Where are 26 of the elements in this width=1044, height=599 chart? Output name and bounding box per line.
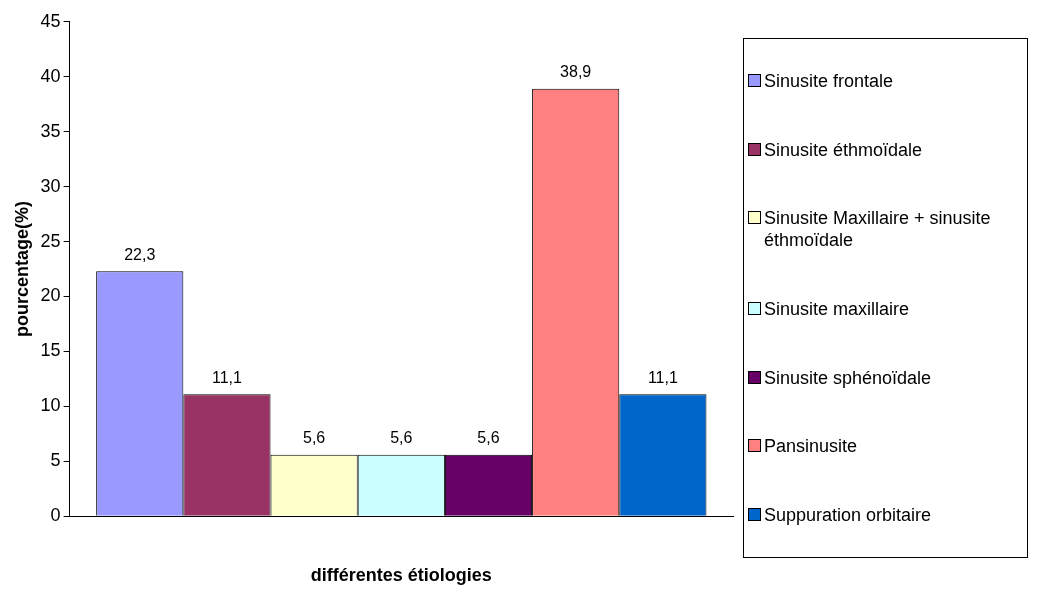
data-label: 5,6	[477, 429, 500, 447]
y-tick-label: 30	[40, 175, 61, 196]
legend-label: Sinusite frontale	[764, 70, 894, 93]
data-label: 38,9	[560, 63, 592, 81]
legend-label: Sinusite sphénoïdale	[764, 366, 932, 389]
legend-label: Sinusite Maxillaire + sinusite éthmoïdale	[764, 207, 992, 252]
y-tick-label: 0	[50, 505, 61, 526]
y-tick-label: 45	[40, 10, 61, 31]
y-tick-label: 20	[40, 285, 61, 306]
legend-label: Pansinusite	[764, 435, 858, 458]
legend-label: Sinusite éthmoïdale	[764, 138, 923, 161]
data-label: 11,1	[211, 368, 243, 386]
data-label: 5,6	[303, 429, 326, 447]
legend-label: Sinusite maxillaire	[764, 297, 910, 320]
data-label: 22,3	[124, 245, 156, 263]
data-label: 5,6	[390, 429, 413, 447]
legend-label: Suppuration orbitaire	[764, 503, 932, 526]
y-tick-label: 25	[40, 230, 61, 251]
y-tick-label: 10	[40, 395, 61, 416]
y-tick-label: 15	[40, 340, 61, 361]
y-tick-label: 40	[40, 65, 61, 86]
y-axis-title: pourcentage(%)	[11, 200, 32, 338]
y-tick-label: 35	[40, 120, 61, 141]
data-label: 11,1	[647, 368, 678, 386]
y-tick-label: 5	[50, 450, 61, 471]
x-axis-title: différentes étiologies	[310, 565, 492, 586]
